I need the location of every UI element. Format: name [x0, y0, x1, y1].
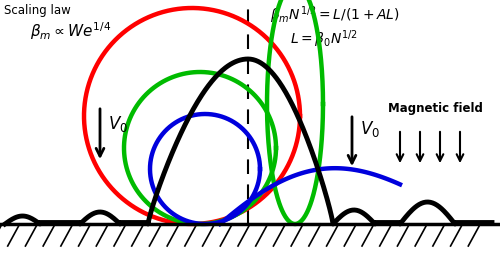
Text: Scaling law: Scaling law [4, 4, 71, 17]
Text: $L = \beta_0 N^{1/2}$: $L = \beta_0 N^{1/2}$ [290, 28, 358, 50]
Text: Magnetic field: Magnetic field [388, 102, 482, 115]
Text: $\beta_m \propto We^{1/4}$: $\beta_m \propto We^{1/4}$ [30, 20, 111, 42]
Text: $V_0$: $V_0$ [108, 114, 128, 134]
Text: $\beta_m N^{1/2} = L/(1+ AL)$: $\beta_m N^{1/2} = L/(1+ AL)$ [270, 4, 400, 25]
Text: $V_0$: $V_0$ [360, 119, 380, 139]
